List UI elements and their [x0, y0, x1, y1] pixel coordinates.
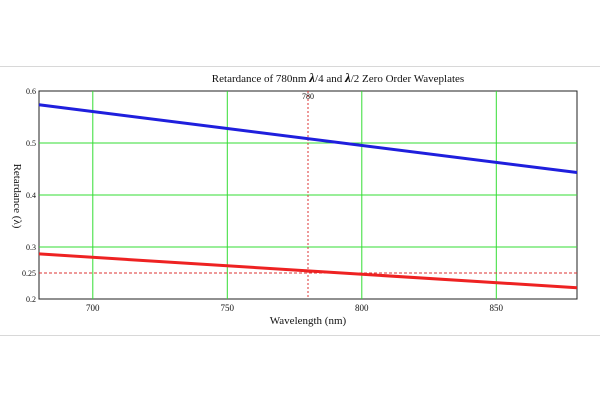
x-tick-label-700: 700	[86, 303, 100, 313]
y-tick-label-0.25: 0.25	[22, 269, 36, 278]
reference-label-780: 780	[302, 92, 314, 101]
title-part-1: Retardance of 780nm	[212, 73, 309, 85]
y-tick-labels: 0.2 0.25 0.3 0.4 0.5 0.6	[22, 87, 36, 304]
y-tick-label-0.2: 0.2	[26, 295, 36, 304]
title-lambda-1: λ	[308, 70, 315, 85]
x-tick-label-800: 800	[355, 303, 369, 313]
x-tick-labels: 700 750 800 850	[86, 303, 504, 313]
title-part-3: /2 Zero Order Waveplates	[351, 73, 464, 85]
y-axis-label: Retardance (λ)	[11, 164, 23, 229]
x-tick-label-750: 750	[221, 303, 235, 313]
series-line-2	[38, 252, 578, 290]
title-part-2: /4 and	[315, 73, 345, 85]
title-lambda-2: λ	[344, 70, 351, 85]
chart-title: Retardance of 780nm λ/4 and λ/2 Zero Ord…	[212, 70, 464, 85]
y-tick-label-0.5: 0.5	[26, 139, 36, 148]
x-tick-label-850: 850	[490, 303, 504, 313]
y-tick-label-0.6: 0.6	[26, 87, 36, 96]
series-lines	[38, 103, 578, 290]
y-tick-label-0.3: 0.3	[26, 243, 36, 252]
series-line-1	[38, 103, 578, 175]
y-tick-label-0.4: 0.4	[26, 191, 36, 200]
reference-lines	[39, 91, 577, 299]
x-axis-label: Wavelength (nm)	[270, 315, 347, 327]
